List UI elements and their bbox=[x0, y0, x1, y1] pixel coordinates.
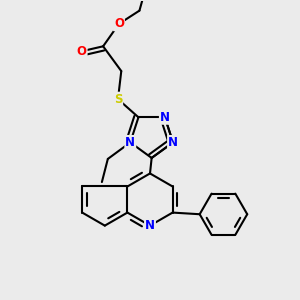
Text: N: N bbox=[125, 136, 135, 149]
Text: N: N bbox=[145, 219, 155, 232]
Text: N: N bbox=[160, 111, 170, 124]
Text: N: N bbox=[168, 136, 178, 149]
Text: S: S bbox=[114, 93, 122, 106]
Text: O: O bbox=[76, 45, 87, 58]
Text: O: O bbox=[114, 17, 124, 30]
